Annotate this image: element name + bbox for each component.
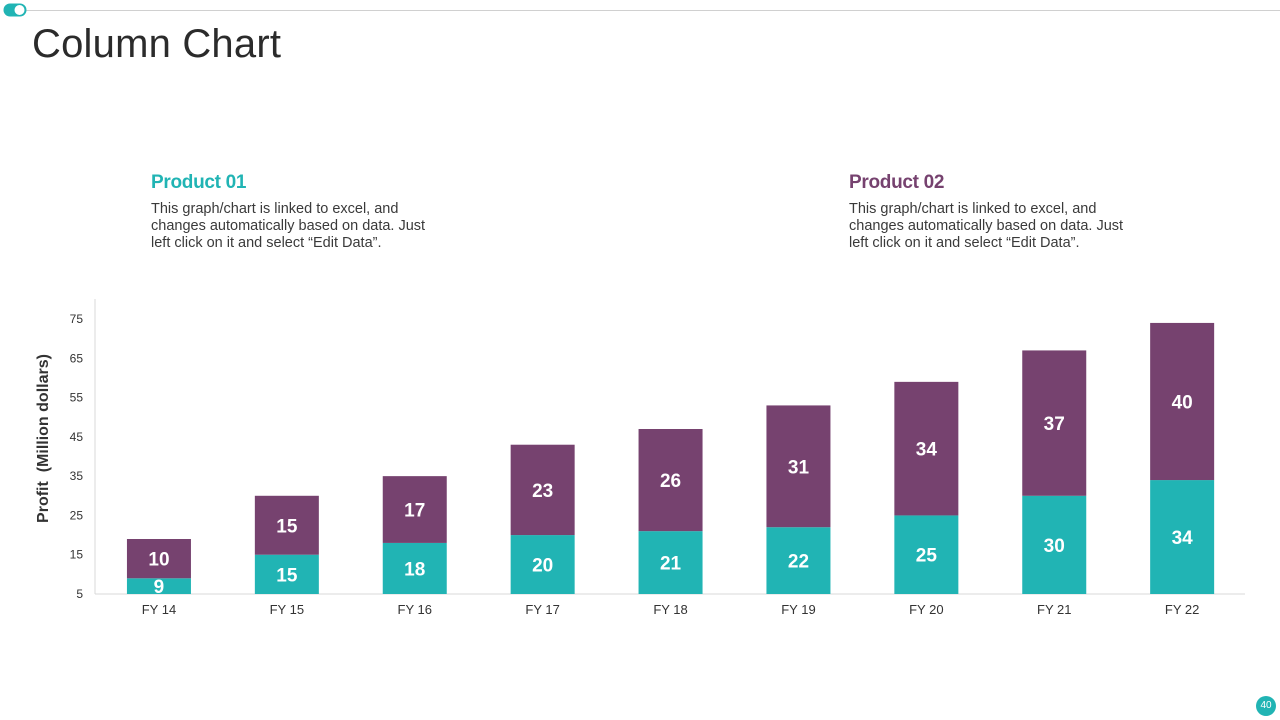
x-tick-label: FY 22 bbox=[1165, 602, 1199, 617]
y-tick-label: 5 bbox=[76, 587, 83, 601]
product-02-title: Product 02 bbox=[849, 172, 945, 193]
bar-product-02[interactable] bbox=[126, 539, 191, 579]
x-tick-label: FY 17 bbox=[525, 602, 559, 617]
x-tick-label: FY 20 bbox=[909, 602, 943, 617]
bar-product-01[interactable] bbox=[638, 531, 703, 594]
product-02-block: Product 02 This graph/chart is linked to… bbox=[849, 172, 1149, 252]
y-tick-label: 25 bbox=[70, 508, 84, 522]
bar-product-02[interactable] bbox=[1022, 350, 1087, 496]
column-chart[interactable]: 5 15 25 35 45 55 65 75 Profit (Million dollars) 9… bbox=[0, 290, 1280, 630]
data-label: 17 bbox=[404, 501, 425, 522]
data-label: 34 bbox=[1172, 528, 1194, 549]
data-label: 31 bbox=[788, 457, 810, 478]
data-label: 18 bbox=[404, 559, 425, 580]
bar-product-01[interactable] bbox=[510, 535, 575, 594]
bar-product-02[interactable] bbox=[254, 495, 319, 555]
product-01-block: Product 01 This graph/chart is linked to… bbox=[151, 172, 451, 252]
bar-product-02[interactable] bbox=[894, 381, 959, 516]
data-label: 20 bbox=[532, 556, 553, 577]
x-tick-label: FY 14 bbox=[142, 602, 176, 617]
bar-product-01[interactable] bbox=[766, 527, 831, 594]
bar-product-02[interactable] bbox=[382, 476, 447, 543]
bar-product-01[interactable] bbox=[126, 578, 191, 594]
slide-number-badge: 40 bbox=[1256, 696, 1276, 716]
x-tick-label: FY 21 bbox=[1037, 602, 1071, 617]
bar-product-01[interactable] bbox=[1150, 480, 1215, 594]
product-01-title: Product 01 bbox=[151, 172, 247, 193]
data-label: 15 bbox=[276, 565, 298, 586]
product-01-description: This graph/chart is linked to excel, and… bbox=[151, 201, 426, 251]
bar-product-01[interactable] bbox=[1022, 495, 1087, 594]
x-tick-label: FY 19 bbox=[781, 602, 815, 617]
x-tick-label: FY 16 bbox=[398, 602, 432, 617]
bar-product-02[interactable] bbox=[1150, 322, 1215, 481]
data-label: 34 bbox=[916, 440, 938, 461]
header-divider bbox=[26, 10, 1280, 11]
x-tick-label: FY 18 bbox=[653, 602, 687, 617]
y-tick-label: 45 bbox=[70, 430, 84, 444]
bar-product-02[interactable] bbox=[510, 444, 575, 536]
y-tick-label: 35 bbox=[70, 469, 84, 483]
data-label: 37 bbox=[1044, 414, 1065, 435]
data-label: 26 bbox=[660, 471, 681, 492]
data-label: 21 bbox=[660, 554, 682, 575]
data-label: 23 bbox=[532, 481, 553, 502]
y-tick-label: 55 bbox=[70, 391, 84, 405]
bar-product-01[interactable] bbox=[382, 542, 447, 594]
page-title: Column Chart bbox=[32, 22, 282, 66]
bar-product-02[interactable] bbox=[638, 429, 703, 532]
bar-product-01[interactable] bbox=[254, 554, 319, 594]
data-label: 15 bbox=[276, 516, 298, 537]
data-label: 30 bbox=[1044, 536, 1065, 557]
y-tick-label: 65 bbox=[70, 351, 84, 365]
x-tick-label: FY 15 bbox=[270, 602, 304, 617]
data-label: 10 bbox=[148, 550, 169, 571]
bar-product-02[interactable] bbox=[766, 405, 831, 528]
y-axis-title: Profit (Million dollars) bbox=[35, 354, 52, 523]
bar-product-01[interactable] bbox=[894, 515, 959, 594]
y-tick-label: 15 bbox=[70, 548, 84, 562]
y-tick-label: 75 bbox=[70, 312, 84, 326]
data-label: 9 bbox=[154, 577, 165, 598]
toggle-icon bbox=[3, 3, 27, 17]
data-label: 40 bbox=[1172, 393, 1193, 414]
product-02-description: This graph/chart is linked to excel, and… bbox=[849, 201, 1124, 251]
data-label: 22 bbox=[788, 552, 809, 573]
data-label: 25 bbox=[916, 546, 938, 567]
